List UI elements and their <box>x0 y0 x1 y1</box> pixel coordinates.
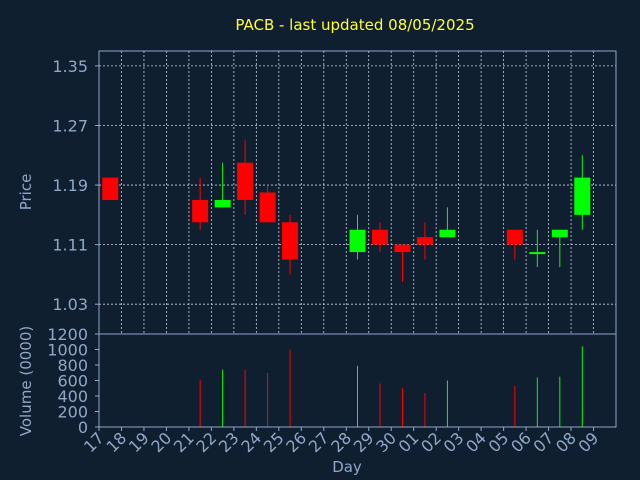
candle-body <box>394 244 411 253</box>
price-axis-ticks: 1.35 1.27 1.19 1.11 1.03 <box>52 57 99 314</box>
chart-title: PACB - last updated 08/05/2025 <box>235 16 474 34</box>
volume-tick-label: 1200 <box>47 325 88 344</box>
price-tick-label: 1.35 <box>52 57 88 76</box>
day-axis-ticks: 1718192021222324252627282930010203040506… <box>80 427 602 456</box>
candle-body <box>102 177 119 200</box>
day-tick-label: 09 <box>575 428 603 456</box>
price-axis-label: Price <box>17 174 35 211</box>
candle-body <box>574 177 591 215</box>
candle-body <box>192 199 209 223</box>
candle-body <box>416 237 433 245</box>
volume-tick-label: 600 <box>57 372 88 391</box>
day-axis-label: Day <box>332 458 362 476</box>
volume-tick-label: 800 <box>57 356 88 375</box>
volume-bars <box>199 346 583 427</box>
candle-body <box>282 222 299 260</box>
candle-body <box>551 229 568 238</box>
volume-tick-label: 0 <box>78 418 88 437</box>
candle-body <box>349 229 366 253</box>
price-tick-label: 1.03 <box>52 295 88 314</box>
candle-body <box>506 229 523 245</box>
price-tick-label: 1.19 <box>52 176 88 195</box>
price-tick-label: 1.11 <box>52 236 88 255</box>
volume-tick-label: 400 <box>57 387 88 406</box>
grid-lines <box>99 51 616 334</box>
volume-tick-label: 1000 <box>47 341 88 360</box>
volume-axis-label: Volume (0000) <box>17 326 35 436</box>
candle-body <box>259 192 276 223</box>
candle-body <box>237 162 254 200</box>
candle-body <box>439 229 456 238</box>
candle-body <box>371 229 388 245</box>
volume-tick-label: 200 <box>57 403 88 422</box>
price-panel-frame <box>98 50 617 335</box>
candle-body <box>214 199 231 208</box>
price-candles <box>102 140 591 282</box>
price-tick-label: 1.27 <box>52 116 88 135</box>
candle-body <box>529 252 546 255</box>
